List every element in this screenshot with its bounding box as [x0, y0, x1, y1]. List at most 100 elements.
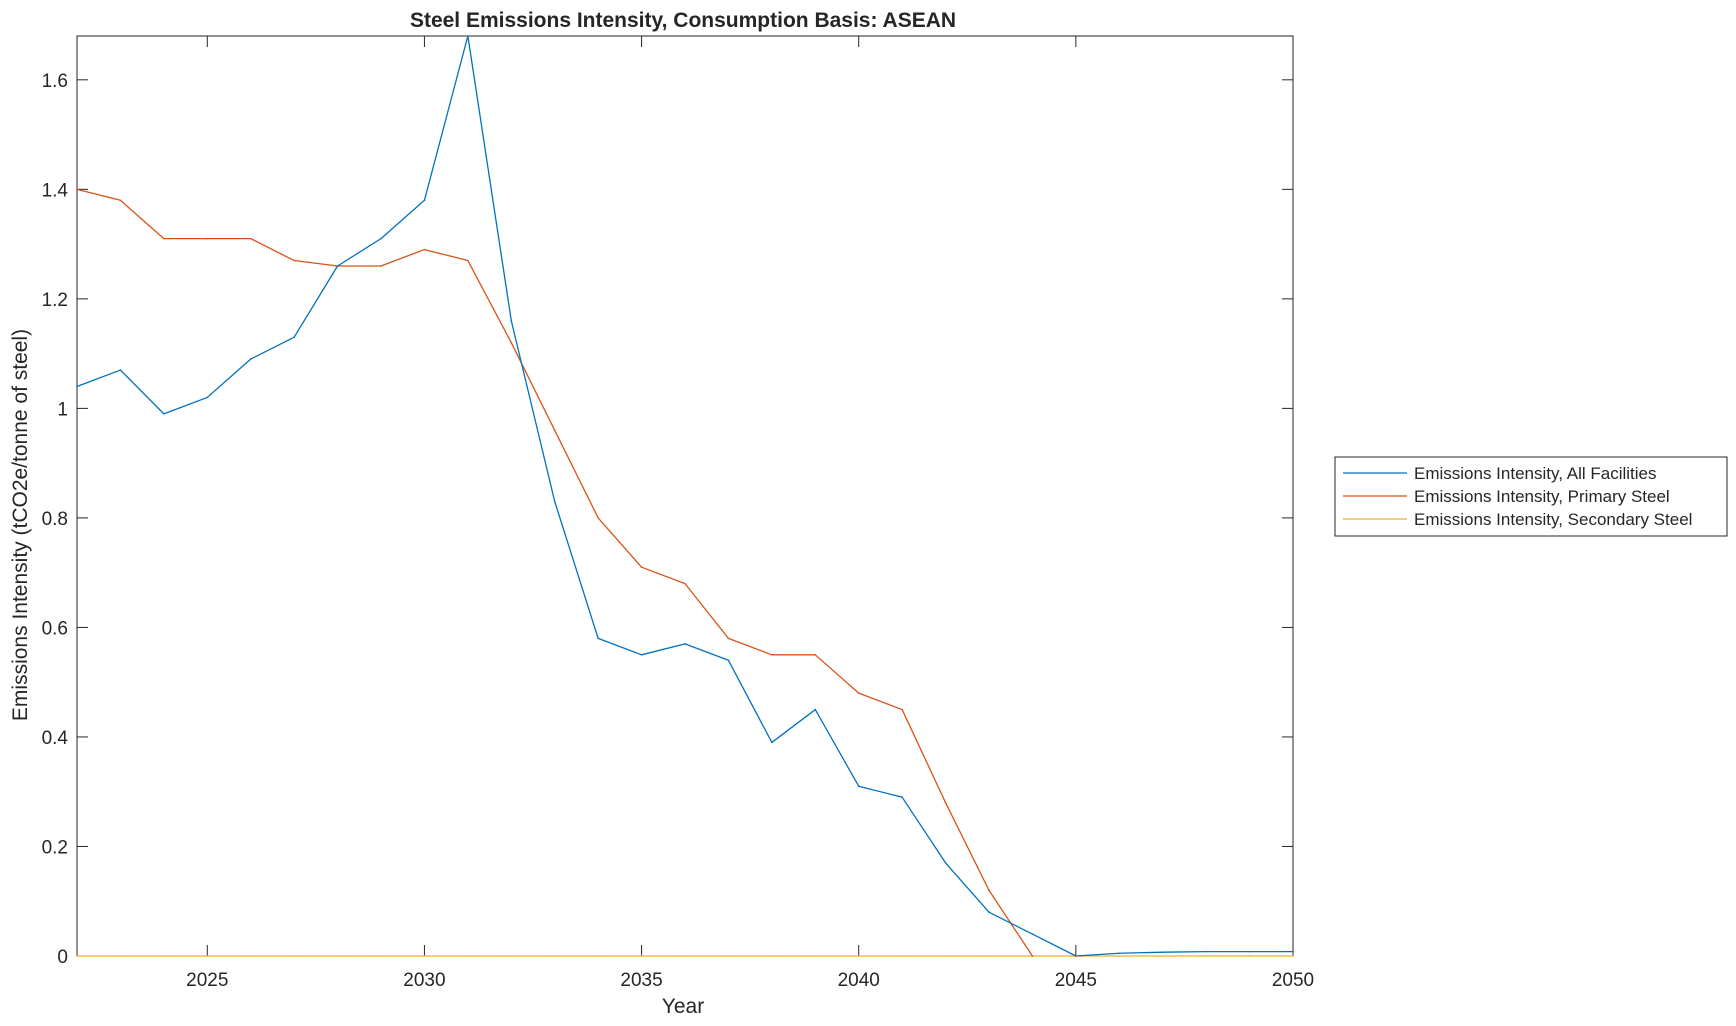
data-point [1031, 933, 1034, 935]
data-point [901, 955, 903, 957]
data-point [1161, 951, 1164, 953]
y-tick-label: 0.4 [42, 728, 69, 749]
y-tick-label: 0.2 [42, 837, 68, 858]
data-point [293, 955, 295, 957]
data-point [684, 955, 686, 957]
data-point [510, 319, 513, 322]
data-point [944, 862, 947, 864]
data-point [553, 955, 556, 957]
x-tick-label: 2025 [186, 970, 228, 991]
data-point [814, 708, 817, 711]
data-point [163, 413, 165, 415]
data-point [1205, 950, 1207, 953]
data-point [76, 188, 78, 191]
data-point [597, 955, 599, 957]
y-tick-label: 1.6 [42, 71, 68, 92]
data-point [163, 955, 165, 957]
data-point [640, 654, 643, 656]
data-point [1248, 955, 1251, 957]
data-point [684, 643, 686, 645]
data-point [857, 955, 860, 957]
x-tick-label: 2040 [838, 970, 880, 991]
data-point [249, 237, 252, 240]
data-point [119, 955, 122, 957]
data-point [467, 35, 469, 37]
data-point [1205, 955, 1207, 957]
data-point [1118, 955, 1121, 957]
data-point [771, 955, 773, 957]
data-point [814, 654, 817, 656]
legend: Emissions Intensity, All Facilities Emiss… [1334, 456, 1728, 537]
data-point [510, 341, 513, 344]
data-point [293, 336, 295, 338]
x-tick-label: 2030 [403, 970, 445, 991]
data-point [380, 237, 382, 240]
y-tick-label: 1 [57, 399, 68, 420]
data-point [206, 955, 209, 957]
x-tick-label: 2050 [1272, 970, 1314, 991]
data-point [423, 248, 426, 251]
data-point [553, 500, 556, 503]
data-point [771, 741, 773, 744]
y-axis-label: Emissions Intensity (tCO2e/tonne of stee… [9, 329, 32, 721]
data-point [988, 955, 990, 957]
data-point [336, 955, 339, 957]
data-point [640, 566, 643, 568]
y-tick-label: 0 [57, 947, 68, 968]
series-line [76, 35, 1293, 957]
data-point [640, 955, 643, 957]
legend-label: Emissions Intensity, Secondary Steel [1414, 510, 1692, 529]
data-point [1292, 950, 1294, 953]
x-tick-label: 2045 [1055, 970, 1097, 991]
data-point [119, 199, 122, 202]
data-point [1292, 955, 1294, 957]
legend-label: Emissions Intensity, All Facilities [1414, 464, 1656, 483]
data-point [206, 396, 209, 399]
series-2 [76, 955, 1294, 957]
data-point [467, 955, 469, 957]
data-point [988, 889, 990, 892]
data-point [423, 955, 426, 957]
data-point [944, 955, 947, 957]
data-point [76, 955, 78, 957]
legend-label: Emissions Intensity, Primary Steel [1414, 487, 1670, 506]
data-point [1031, 955, 1034, 957]
data-point [293, 259, 295, 262]
chart-title: Steel Emissions Intensity, Consumption B… [410, 9, 956, 32]
data-point [163, 237, 165, 240]
data-point [727, 955, 730, 957]
data-point [1248, 950, 1251, 953]
data-point [1161, 955, 1164, 957]
data-point [423, 199, 426, 202]
data-point [684, 582, 686, 585]
data-point [553, 429, 556, 432]
data-point [944, 801, 947, 804]
data-point [901, 708, 903, 711]
data-point [380, 265, 382, 267]
y-tick-label: 0.6 [42, 618, 68, 639]
series-0 [76, 35, 1294, 957]
data-point [857, 692, 860, 694]
data-point [249, 955, 252, 957]
data-point [771, 654, 773, 656]
data-point [727, 637, 730, 640]
data-point [727, 659, 730, 662]
data-point [206, 237, 209, 240]
data-point [1118, 952, 1121, 955]
x-tick-label: 2035 [620, 970, 662, 991]
y-tick-label: 0.8 [42, 509, 68, 530]
data-point [901, 796, 903, 798]
data-point [76, 385, 78, 388]
data-point [988, 911, 990, 913]
data-point [510, 955, 513, 957]
data-point [1075, 955, 1077, 957]
data-point [467, 259, 469, 262]
y-tick-label: 1.2 [42, 290, 68, 311]
data-point [857, 785, 860, 788]
y-tick-label: 1.4 [42, 180, 69, 201]
data-point [249, 358, 252, 360]
data-point [814, 955, 817, 957]
data-point [597, 517, 599, 519]
